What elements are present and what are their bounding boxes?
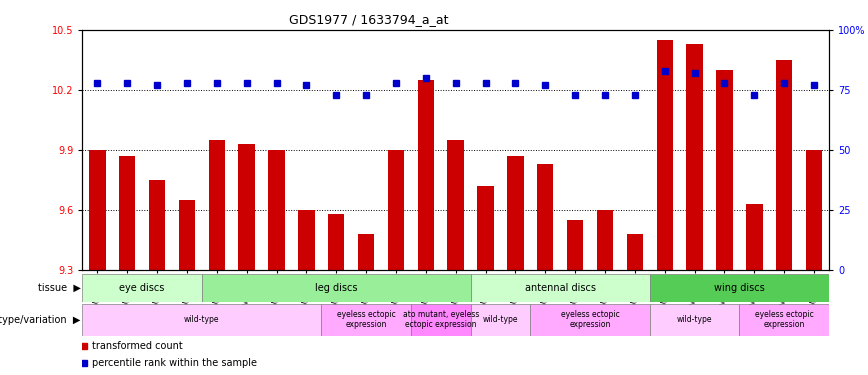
- Text: tissue  ▶: tissue ▶: [38, 283, 81, 293]
- Bar: [470, 304, 530, 336]
- Bar: [740, 304, 829, 336]
- Text: wild-type: wild-type: [677, 315, 713, 324]
- Bar: [806, 150, 822, 270]
- Bar: [716, 70, 733, 270]
- Bar: [202, 274, 470, 302]
- Bar: [530, 304, 650, 336]
- Text: eyeless ectopic
expression: eyeless ectopic expression: [755, 310, 813, 329]
- Bar: [321, 304, 411, 336]
- Bar: [507, 156, 523, 270]
- Bar: [650, 274, 829, 302]
- Bar: [299, 210, 314, 270]
- Text: leg discs: leg discs: [315, 283, 358, 293]
- Text: percentile rank within the sample: percentile rank within the sample: [92, 358, 257, 368]
- Bar: [597, 210, 613, 270]
- Bar: [537, 164, 554, 270]
- Bar: [411, 304, 470, 336]
- Text: wing discs: wing discs: [714, 283, 765, 293]
- Bar: [179, 200, 195, 270]
- Text: eyeless ectopic
expression: eyeless ectopic expression: [337, 310, 396, 329]
- Bar: [627, 234, 643, 270]
- Bar: [82, 304, 321, 336]
- Bar: [328, 214, 345, 270]
- Bar: [477, 186, 494, 270]
- Text: genotype/variation  ▶: genotype/variation ▶: [0, 315, 81, 325]
- Bar: [119, 156, 135, 270]
- Bar: [82, 274, 202, 302]
- Bar: [89, 150, 106, 270]
- Bar: [650, 304, 740, 336]
- Bar: [388, 150, 404, 270]
- Bar: [567, 220, 583, 270]
- Bar: [746, 204, 762, 270]
- Bar: [656, 40, 673, 270]
- Text: eyeless ectopic
expression: eyeless ectopic expression: [561, 310, 620, 329]
- Bar: [239, 144, 255, 270]
- Text: GDS1977 / 1633794_a_at: GDS1977 / 1633794_a_at: [289, 13, 449, 26]
- Text: ato mutant, eyeless
ectopic expression: ato mutant, eyeless ectopic expression: [403, 310, 479, 329]
- Text: wild-type: wild-type: [184, 315, 220, 324]
- Bar: [149, 180, 165, 270]
- Bar: [358, 234, 374, 270]
- Bar: [470, 274, 650, 302]
- Text: wild-type: wild-type: [483, 315, 518, 324]
- Bar: [208, 140, 225, 270]
- Bar: [418, 80, 434, 270]
- Bar: [448, 140, 464, 270]
- Bar: [687, 44, 703, 270]
- Text: antennal discs: antennal discs: [525, 283, 595, 293]
- Text: eye discs: eye discs: [120, 283, 165, 293]
- Bar: [776, 60, 792, 270]
- Text: transformed count: transformed count: [92, 341, 182, 351]
- Bar: [268, 150, 285, 270]
